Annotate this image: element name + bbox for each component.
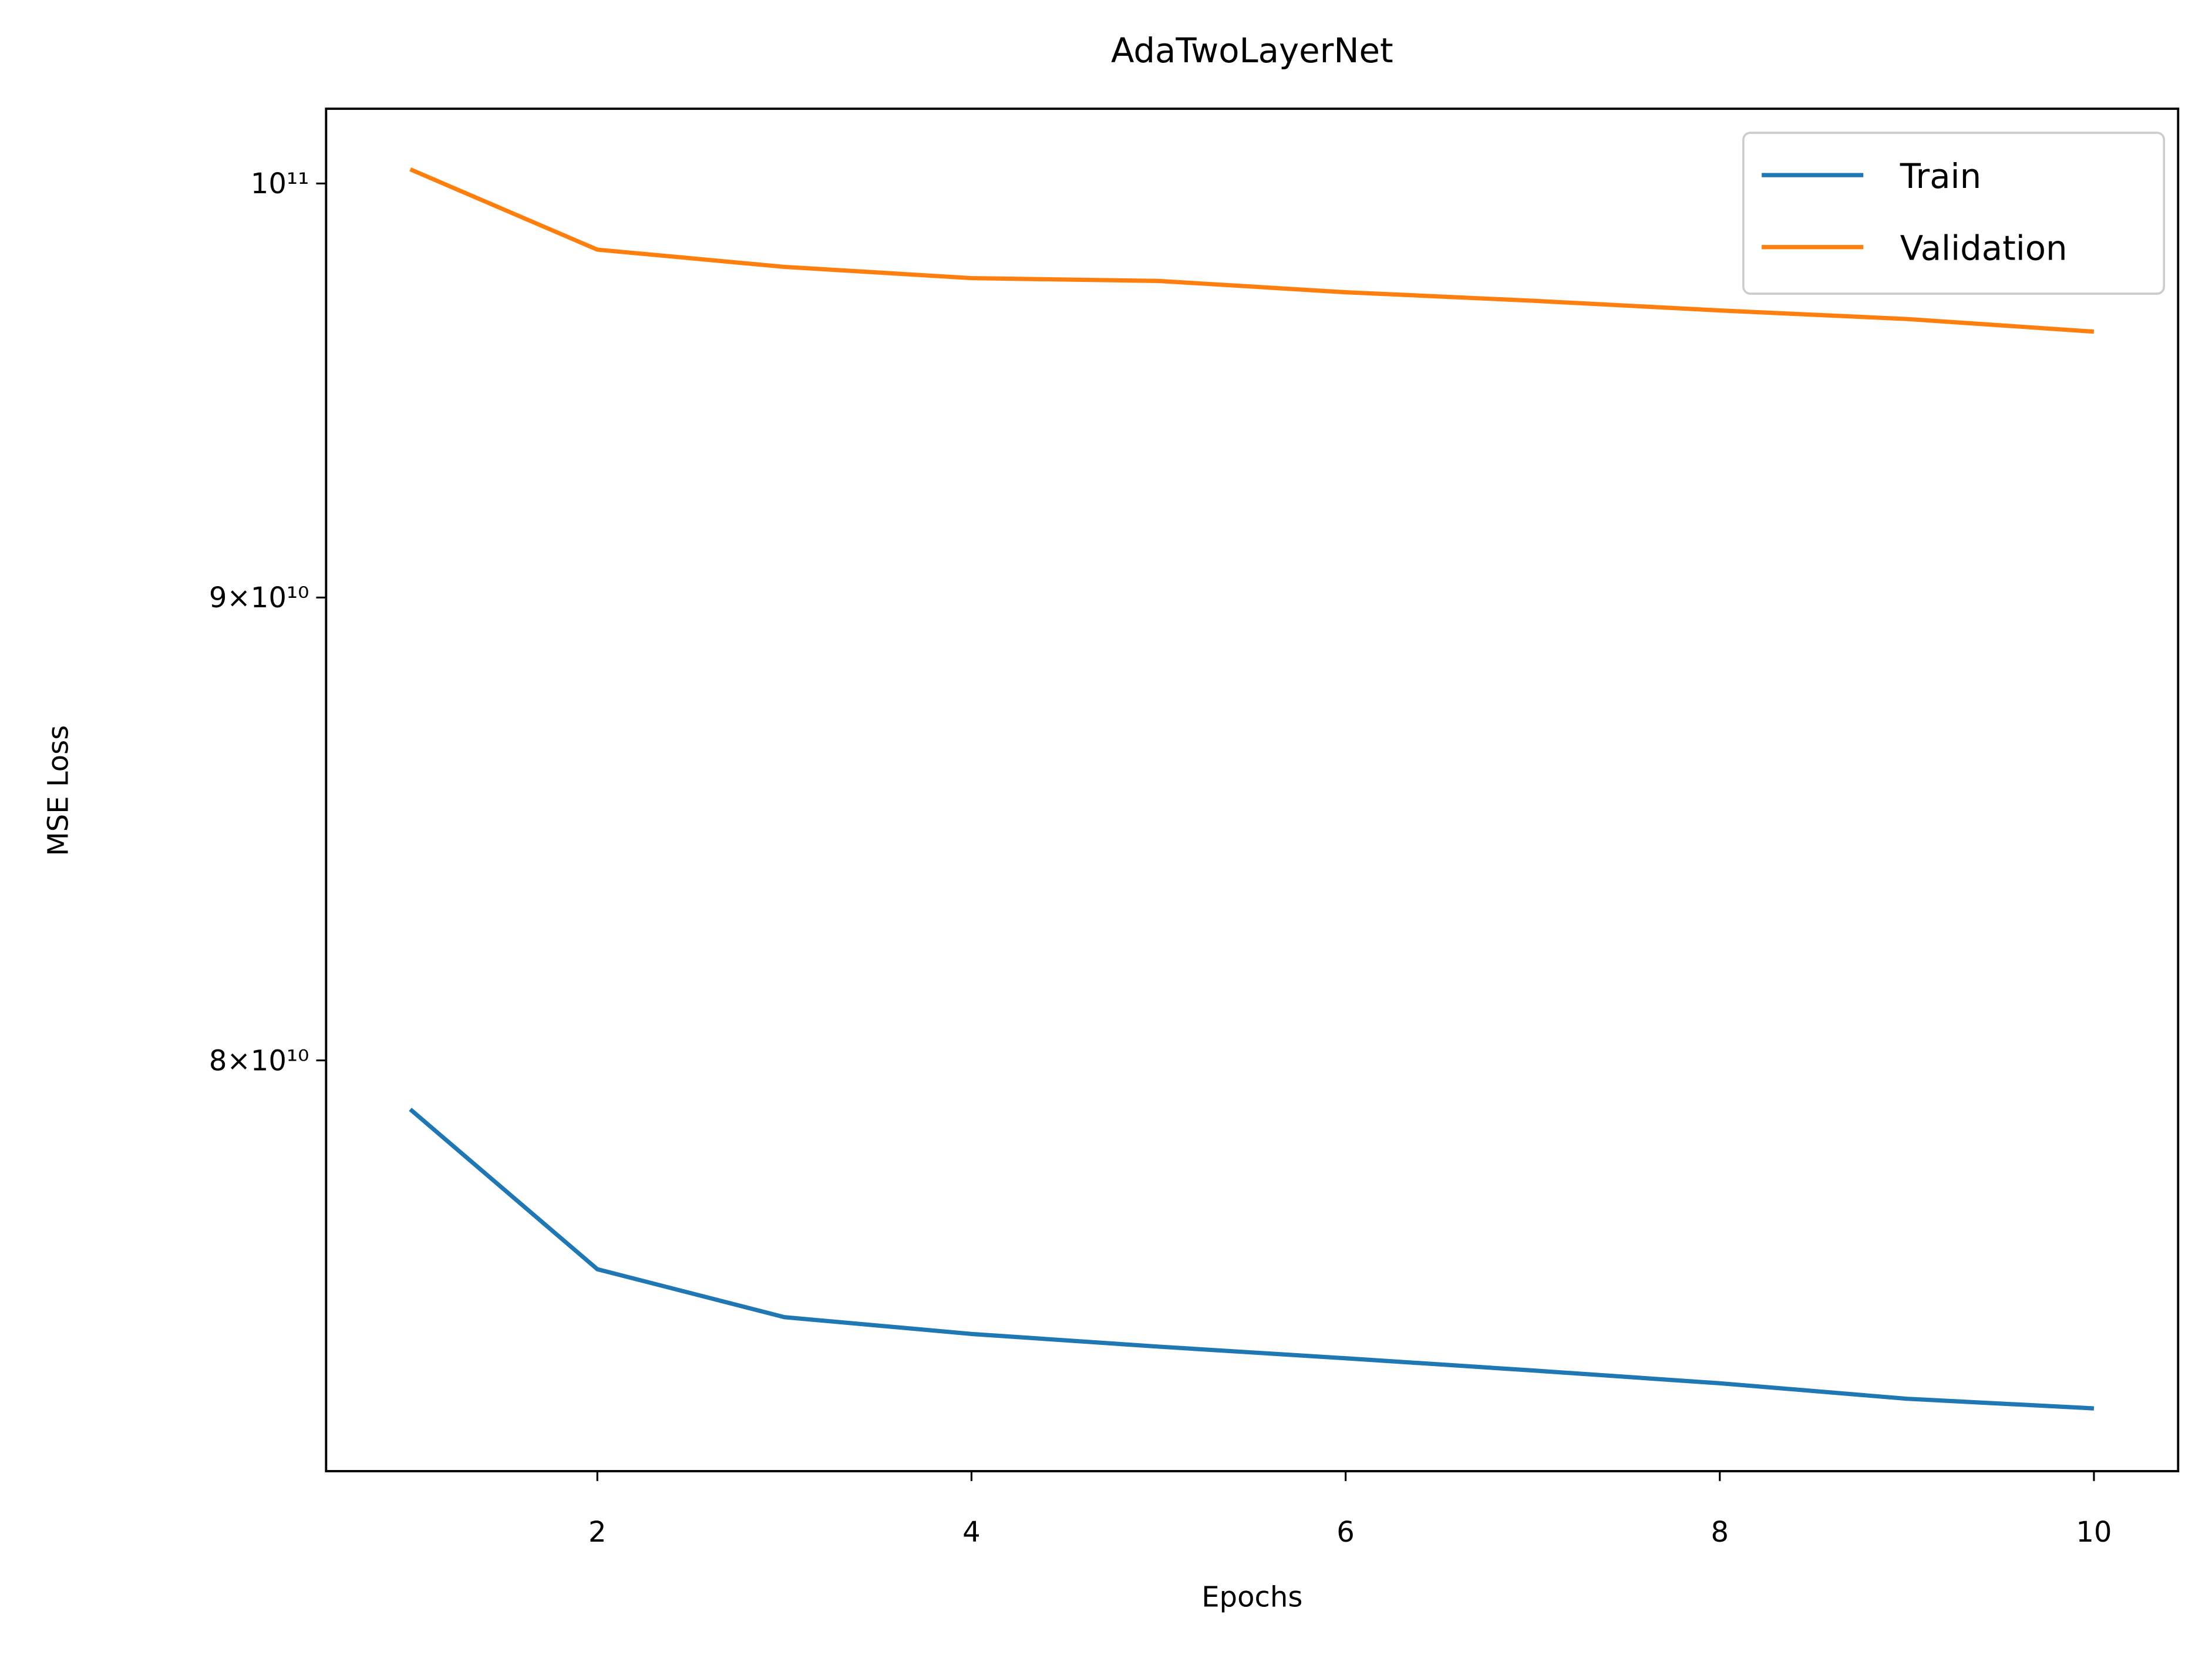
series-line: [409, 1108, 2095, 1411]
x-axis-label: Epochs: [1201, 1581, 1302, 1614]
legend-label: Validation: [1900, 228, 2068, 268]
x-tick-label: 8: [1711, 1516, 1729, 1549]
x-tick-label: 2: [588, 1516, 607, 1549]
y-tick-label: 10¹¹: [251, 167, 309, 200]
x-tick-label: 10: [2076, 1516, 2112, 1549]
chart-title: AdaTwoLayerNet: [1111, 31, 1393, 70]
y-tick-label: 9×10¹⁰: [209, 581, 309, 614]
series-line: [409, 167, 2095, 334]
legend-label: Train: [1900, 156, 1981, 196]
y-tick-label: 8×10¹⁰: [209, 1044, 309, 1077]
x-tick-label: 4: [962, 1516, 981, 1549]
y-axis-label: MSE Loss: [42, 725, 75, 856]
x-tick-label: 6: [1336, 1516, 1355, 1549]
plot-frame: [325, 107, 2180, 1472]
